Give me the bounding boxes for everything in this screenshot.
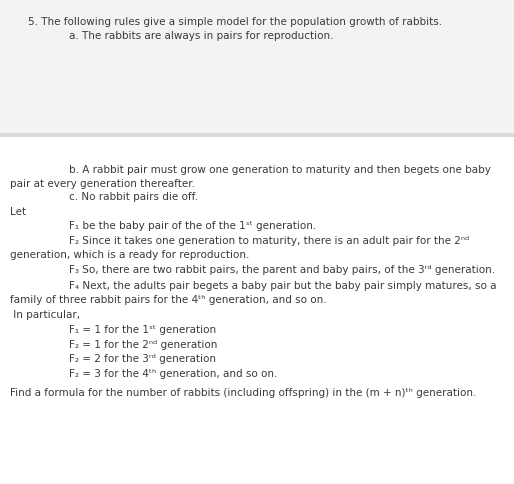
Text: In particular,: In particular, — [10, 310, 80, 320]
Text: F₁ = 1 for the 1ˢᵗ generation: F₁ = 1 for the 1ˢᵗ generation — [69, 325, 216, 335]
Text: F₂ = 1 for the 2ⁿᵈ generation: F₂ = 1 for the 2ⁿᵈ generation — [69, 340, 218, 350]
Text: a. The rabbits are always in pairs for reproduction.: a. The rabbits are always in pairs for r… — [69, 31, 334, 42]
Text: 5. The following rules give a simple model for the population growth of rabbits.: 5. The following rules give a simple mod… — [28, 17, 443, 27]
Text: Let: Let — [10, 207, 26, 217]
Text: F₂ = 3 for the 4ᵗʰ generation, and so on.: F₂ = 3 for the 4ᵗʰ generation, and so on… — [69, 369, 278, 379]
FancyBboxPatch shape — [0, 133, 514, 137]
Text: Find a formula for the number of rabbits (including offspring) in the (m + n)ᵗʰ : Find a formula for the number of rabbits… — [10, 388, 476, 398]
Text: b. A rabbit pair must grow one generation to maturity and then begets one baby: b. A rabbit pair must grow one generatio… — [69, 165, 491, 175]
Text: F₂ Since it takes one generation to maturity, there is an adult pair for the 2ⁿᵈ: F₂ Since it takes one generation to matu… — [69, 236, 470, 246]
Text: F₂ = 2 for the 3ʳᵈ generation: F₂ = 2 for the 3ʳᵈ generation — [69, 354, 216, 364]
Text: F₁ be the baby pair of the of the 1ˢᵗ generation.: F₁ be the baby pair of the of the 1ˢᵗ ge… — [69, 221, 317, 231]
FancyBboxPatch shape — [0, 0, 514, 133]
Text: pair at every generation thereafter.: pair at every generation thereafter. — [10, 179, 195, 189]
Text: F₃ So, there are two rabbit pairs, the parent and baby pairs, of the 3ʳᵈ generat: F₃ So, there are two rabbit pairs, the p… — [69, 265, 495, 275]
Text: c. No rabbit pairs die off.: c. No rabbit pairs die off. — [69, 192, 198, 202]
Text: generation, which is a ready for reproduction.: generation, which is a ready for reprodu… — [10, 250, 250, 260]
Text: F₄ Next, the adults pair begets a baby pair but the baby pair simply matures, so: F₄ Next, the adults pair begets a baby p… — [69, 281, 497, 291]
Text: family of three rabbit pairs for the 4ᵗʰ generation, and so on.: family of three rabbit pairs for the 4ᵗʰ… — [10, 295, 327, 305]
